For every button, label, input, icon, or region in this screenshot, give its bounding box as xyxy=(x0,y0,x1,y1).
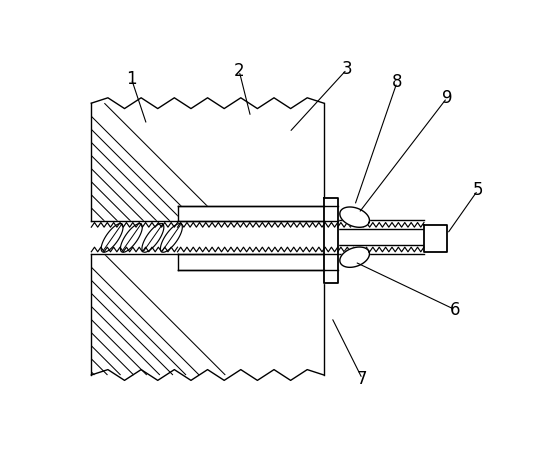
Text: 1: 1 xyxy=(126,70,137,87)
Polygon shape xyxy=(340,207,369,227)
Polygon shape xyxy=(91,221,178,254)
Text: 6: 6 xyxy=(450,301,460,318)
Text: 3: 3 xyxy=(342,61,352,78)
Text: 5: 5 xyxy=(473,181,483,199)
Polygon shape xyxy=(324,198,337,283)
Polygon shape xyxy=(178,254,324,269)
Text: 7: 7 xyxy=(357,370,368,388)
Polygon shape xyxy=(91,103,324,221)
Text: 2: 2 xyxy=(234,62,245,80)
Text: 9: 9 xyxy=(442,89,452,107)
Polygon shape xyxy=(424,225,447,252)
Polygon shape xyxy=(178,206,324,221)
Polygon shape xyxy=(340,247,369,267)
Polygon shape xyxy=(91,254,324,375)
Text: 8: 8 xyxy=(392,73,402,91)
